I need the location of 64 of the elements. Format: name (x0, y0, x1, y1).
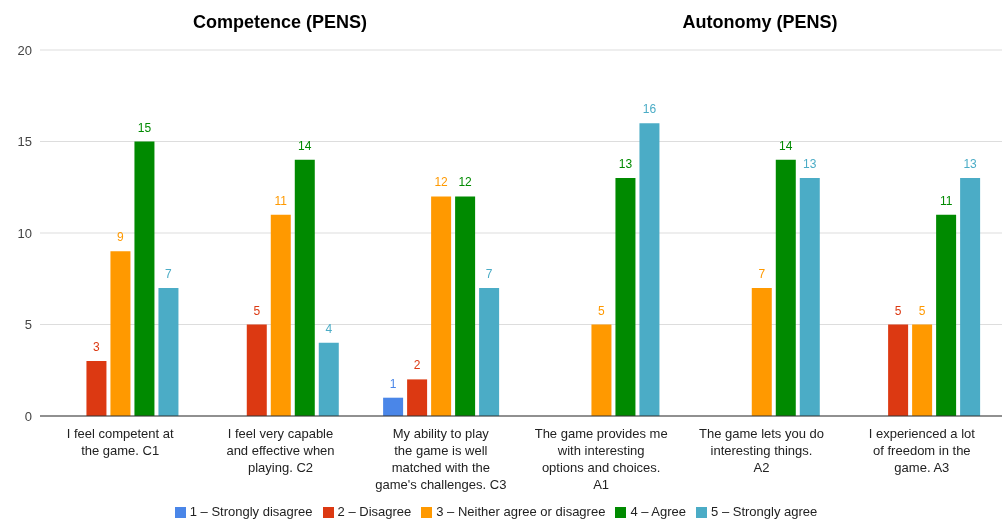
y-tick-label: 10 (17, 225, 32, 241)
bar (591, 324, 612, 416)
bar (639, 123, 660, 416)
bar (270, 214, 291, 416)
bar (294, 159, 315, 416)
data-label: 7 (758, 266, 766, 281)
data-label: 13 (803, 157, 817, 172)
data-label: 4 (325, 321, 333, 336)
data-label: 1 (389, 376, 397, 391)
data-label: 5 (918, 303, 926, 318)
data-label: 2 (413, 358, 421, 373)
data-label: 12 (434, 175, 449, 190)
legend-label: 2 – Disagree (337, 504, 412, 519)
x-tick-label: My ability to play the game is well matched with the game's challenges. C3 (375, 426, 507, 492)
bar (455, 196, 476, 416)
bar (912, 324, 933, 416)
bar (888, 324, 909, 416)
data-label: 9 (117, 230, 125, 245)
bar (246, 324, 267, 416)
data-label: 13 (618, 157, 633, 172)
y-tick-label: 5 (24, 317, 32, 333)
text: Autonomy (PENS) (681, 12, 839, 33)
data-label: 14 (298, 138, 312, 153)
bar (110, 251, 131, 416)
bar (775, 159, 796, 416)
bar (86, 361, 107, 416)
data-label: 7 (165, 266, 173, 281)
data-label: 16 (642, 102, 657, 117)
x-tick-label: I feel very capable and effective when playing. C2 (226, 426, 335, 475)
bar (134, 141, 155, 416)
data-label: 5 (598, 303, 606, 318)
x-tick-label: The game provides me with interesting options and choices. A1 (534, 426, 668, 492)
data-label: 11 (939, 193, 953, 208)
x-tick-label: The game lets you do interesting things. A2 (698, 426, 825, 475)
bar (936, 214, 957, 416)
data-label: 14 (779, 138, 793, 153)
legend-label: 3 – Neither agree or disagree (436, 504, 606, 519)
y-tick-label: 15 (17, 134, 32, 150)
bar (431, 196, 452, 416)
bar (383, 397, 404, 416)
y-tick-label: 20 (17, 42, 32, 58)
data-label: 12 (458, 175, 473, 190)
bar (407, 379, 428, 416)
x-tick-label: I experienced a lot of freedom in the game. A3 (868, 426, 976, 475)
text: Competence (PENS) (191, 12, 368, 33)
x-tick-label: I feel competent at the game. C1 (66, 426, 175, 458)
data-label: 15 (137, 120, 152, 135)
bar (799, 178, 820, 416)
bar (158, 287, 179, 416)
y-tick-label: 0 (24, 408, 32, 424)
bar (615, 178, 636, 416)
data-label: 13 (963, 157, 978, 172)
bar (479, 287, 500, 416)
bar (751, 287, 772, 416)
legend-label: 1 – Strongly disagree (189, 504, 313, 519)
bar (318, 342, 339, 416)
data-label: 3 (93, 340, 101, 355)
data-label: 7 (485, 266, 493, 281)
data-label: 5 (894, 303, 902, 318)
legend-label: 5 – Strongly agree (711, 504, 818, 519)
data-label: 11 (274, 193, 288, 208)
data-label: 5 (253, 303, 261, 318)
legend-label: 4 – Agree (630, 504, 687, 519)
bar (960, 178, 981, 416)
